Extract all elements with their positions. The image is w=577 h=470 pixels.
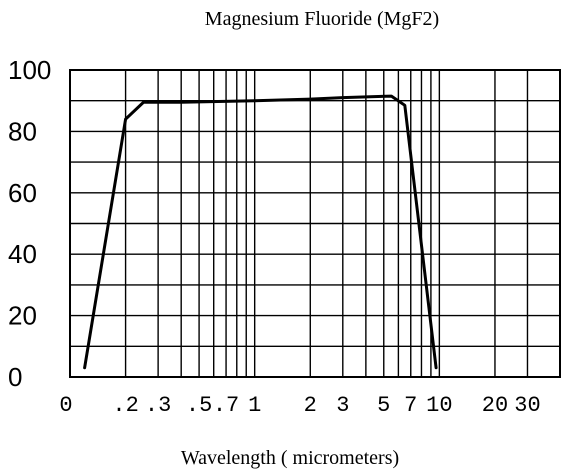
transmission-line	[83, 94, 438, 370]
x-tick-label: 3	[336, 393, 349, 418]
x-tick-label: 7	[404, 393, 417, 418]
x-tick-label: 0	[59, 393, 72, 418]
plot-frame	[69, 69, 561, 378]
series-group	[83, 94, 438, 370]
x-axis-label: Wavelength ( micrometers)	[181, 447, 399, 469]
y-tick-label: 100	[8, 55, 51, 85]
y-tick-label: 0	[8, 362, 22, 392]
y-axis-tick-labels: 0 20 40 60 80 100	[8, 55, 51, 392]
x-tick-label: 30	[514, 393, 540, 418]
x-tick-label: 1	[248, 393, 261, 418]
x-tick-label: .3	[145, 393, 171, 418]
x-tick-label: 2	[304, 393, 317, 418]
x-tick-label: .5	[186, 393, 212, 418]
y-tick-label: 60	[8, 178, 37, 208]
gridlines	[70, 69, 560, 377]
x-tick-label: .2	[112, 393, 138, 418]
chart-title: Magnesium Fluoride (MgF2)	[205, 8, 439, 30]
x-tick-label: 5	[377, 393, 390, 418]
x-tick-label: 10	[426, 393, 452, 418]
x-tick-label: .7	[213, 393, 239, 418]
x-tick-label: 20	[482, 393, 508, 418]
y-tick-label: 80	[8, 116, 37, 146]
y-tick-label: 40	[8, 239, 37, 269]
y-tick-label: 20	[8, 301, 37, 331]
x-axis-tick-labels: 0 .2 .3 .5.7 1 2 3 5 7 10 20 30	[59, 393, 540, 418]
